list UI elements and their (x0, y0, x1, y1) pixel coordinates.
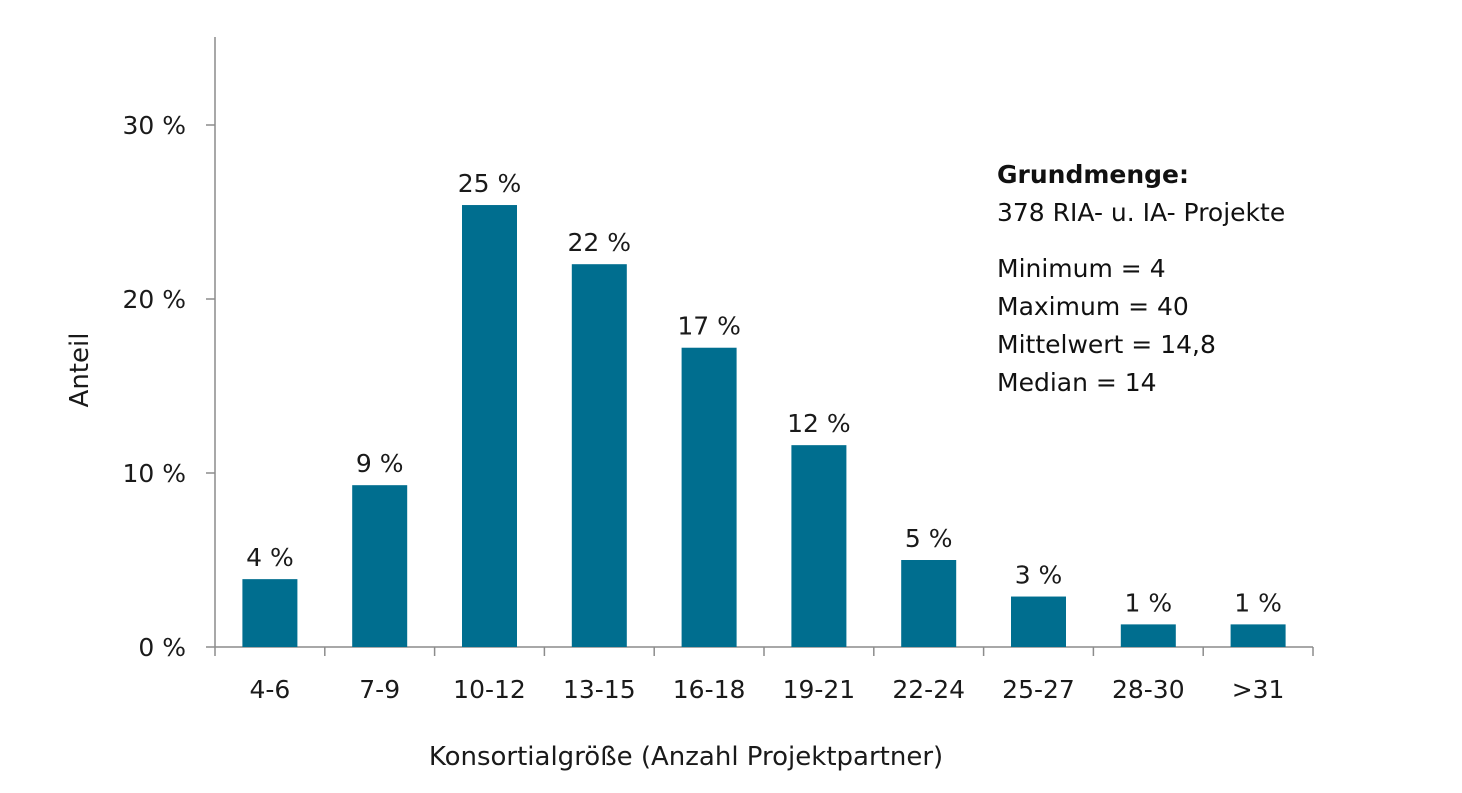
info-box-stat-median: Median = 14 (997, 368, 1157, 397)
bar (1011, 596, 1066, 647)
x-tick-label: 16-18 (673, 675, 746, 704)
y-axis-title: Anteil (65, 333, 95, 408)
info-box-subtitle: 378 RIA- u. IA- Projekte (997, 198, 1286, 227)
bar (1230, 624, 1286, 647)
x-tick-label: 19-21 (783, 675, 856, 704)
x-axis-title: Konsortialgröße (Anzahl Projektpartner) (429, 742, 943, 772)
x-tick-label: 7-9 (359, 675, 400, 704)
y-tick-label: 30 % (122, 111, 186, 140)
x-tick-label: 25-27 (1002, 675, 1075, 704)
data-label: 9 % (356, 449, 404, 478)
bar (681, 347, 737, 647)
info-box-title: Grundmenge: (997, 160, 1189, 189)
bar (242, 579, 298, 647)
data-label: 1 % (1234, 588, 1282, 617)
x-tick-label: 22-24 (892, 675, 965, 704)
data-label: 12 % (787, 409, 851, 438)
data-label: 1 % (1124, 588, 1172, 617)
info-box-stat-mittelwert: Mittelwert = 14,8 (997, 330, 1216, 359)
x-tick-label: >31 (1232, 675, 1285, 704)
data-label: 22 % (568, 228, 632, 257)
x-tick-label: 28-30 (1112, 675, 1185, 704)
data-label: 5 % (905, 524, 953, 553)
bar (571, 264, 627, 647)
bar (352, 485, 408, 647)
info-box-stat-minimum: Minimum = 4 (997, 254, 1166, 283)
bar (901, 560, 957, 647)
y-tick-label: 0 % (138, 633, 186, 662)
data-label: 4 % (246, 543, 294, 572)
info-box-stat-maximum: Maximum = 40 (997, 292, 1189, 321)
data-label: 17 % (677, 312, 741, 341)
bar (462, 205, 517, 648)
labels: 0 % 10 % 20 % 30 % 4 % 4-6 9 % 7-9 25 % 10-12 22 %… (122, 111, 1284, 704)
bar (791, 445, 847, 647)
x-tick-label: 4-6 (249, 675, 290, 704)
info-box: Grundmenge: 378 RIA- u. IA- Projekte Min… (997, 156, 1427, 402)
x-tick-label: 13-15 (563, 675, 636, 704)
data-label: 3 % (1015, 561, 1063, 590)
data-label: 25 % (458, 169, 522, 198)
bar (1120, 624, 1176, 647)
x-tick-label: 10-12 (453, 675, 526, 704)
y-tick-label: 20 % (122, 285, 186, 314)
y-tick-label: 10 % (122, 459, 186, 488)
bars (242, 205, 1286, 648)
